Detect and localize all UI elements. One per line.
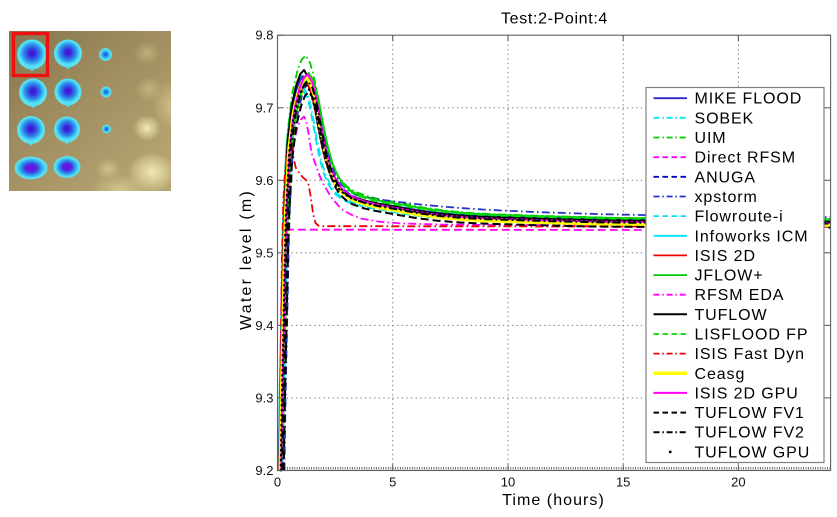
svg-text:UIM: UIM [695,130,727,147]
svg-text:ISIS 2D: ISIS 2D [695,248,756,265]
svg-text:Ceasg: Ceasg [695,366,746,383]
svg-text:9.8: 9.8 [255,28,273,43]
svg-text:15: 15 [616,475,630,490]
svg-text:9.4: 9.4 [255,318,273,333]
svg-text:SOBEK: SOBEK [695,110,755,127]
svg-text:ISIS Fast Dyn: ISIS Fast Dyn [695,346,805,363]
svg-text:LISFLOOD FP: LISFLOOD FP [695,327,809,344]
svg-text:Infoworks ICM: Infoworks ICM [695,228,809,245]
svg-text:JFLOW+: JFLOW+ [695,268,764,285]
svg-text:10: 10 [501,475,515,490]
svg-text:TUFLOW FV2: TUFLOW FV2 [695,425,805,442]
svg-text:20: 20 [731,475,745,490]
svg-text:9.6: 9.6 [255,173,273,188]
svg-text:xpstorm: xpstorm [695,189,758,206]
svg-text:Flowroute-i: Flowroute-i [695,209,784,226]
svg-text:0: 0 [274,475,281,490]
svg-text:Time (hours): Time (hours) [502,492,605,509]
svg-text:ISIS 2D GPU: ISIS 2D GPU [695,385,799,402]
svg-text:9.2: 9.2 [255,463,273,478]
svg-text:ANUGA: ANUGA [695,169,756,186]
svg-text:Test:2-Point:4: Test:2-Point:4 [501,11,608,28]
svg-text:TUFLOW: TUFLOW [695,307,768,324]
svg-text:9.7: 9.7 [255,100,273,115]
svg-text:TUFLOW FV1: TUFLOW FV1 [695,405,805,422]
svg-text:Water level (m): Water level (m) [238,189,255,330]
svg-text:9.5: 9.5 [255,245,273,260]
svg-text:9.3: 9.3 [255,390,273,405]
svg-text:TUFLOW GPU: TUFLOW GPU [695,444,811,461]
svg-text:RFSM EDA: RFSM EDA [695,287,785,304]
svg-text:MIKE FLOOD: MIKE FLOOD [695,91,803,108]
svg-text:5: 5 [389,475,396,490]
svg-text:Direct RFSM: Direct RFSM [695,150,796,167]
